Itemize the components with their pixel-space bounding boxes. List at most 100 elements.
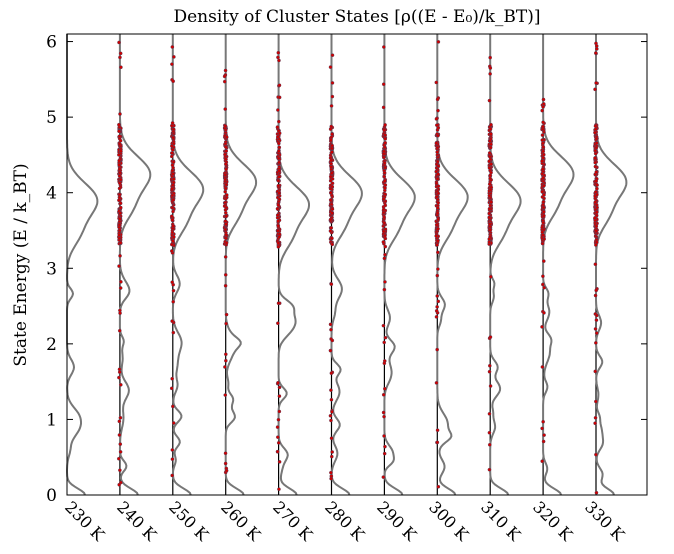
state-point (222, 74, 227, 79)
state-point (170, 193, 175, 198)
state-point (436, 267, 440, 271)
state-point (117, 328, 122, 333)
state-point (224, 232, 228, 237)
state-point (435, 97, 440, 102)
state-point (276, 435, 280, 439)
state-point (117, 134, 122, 139)
state-point (594, 210, 599, 215)
state-point (436, 172, 440, 176)
state-points-240k (117, 40, 123, 487)
state-point (117, 222, 122, 227)
state-point (328, 413, 333, 418)
state-point (117, 40, 121, 45)
state-point (594, 141, 599, 145)
state-point (383, 140, 388, 145)
state-point (593, 164, 598, 169)
state-point (223, 283, 228, 288)
state-point (487, 98, 492, 103)
state-point (382, 361, 387, 366)
state-point (224, 222, 228, 226)
state-point (118, 311, 122, 315)
x-label-270k: 270 K (269, 497, 317, 545)
state-point (595, 183, 599, 187)
state-point (276, 321, 280, 326)
state-point (541, 439, 546, 444)
state-point (117, 375, 121, 380)
state-point (487, 240, 492, 245)
state-point (594, 224, 599, 228)
state-point (381, 240, 386, 244)
chart-title: Density of Cluster States [ρ((E - E₀)/k_… (173, 7, 540, 27)
state-point (330, 338, 335, 343)
state-point (381, 207, 386, 212)
state-point (487, 215, 491, 220)
state-point (488, 384, 493, 388)
state-point (171, 160, 176, 164)
state-point (277, 409, 282, 414)
state-point (330, 81, 335, 85)
state-point (276, 301, 281, 306)
state-point (594, 313, 599, 318)
state-point (540, 426, 544, 431)
state-point (224, 241, 229, 245)
state-point (330, 94, 335, 99)
state-point (277, 145, 282, 150)
state-point (436, 184, 441, 188)
state-point (118, 170, 122, 175)
state-point (434, 80, 439, 85)
state-points-270k (275, 50, 282, 491)
state-point (541, 282, 545, 287)
state-point (118, 286, 123, 290)
state-point (329, 470, 333, 475)
state-point (487, 237, 492, 241)
state-point (435, 159, 440, 164)
state-point (487, 206, 492, 211)
state-point (489, 122, 493, 127)
state-point (382, 434, 386, 438)
state-point (277, 175, 281, 179)
state-point (277, 83, 282, 88)
state-point (275, 425, 280, 429)
state-point (594, 288, 598, 293)
state-point (381, 392, 386, 397)
state-point (487, 412, 492, 416)
state-point (436, 226, 440, 231)
state-point (277, 487, 281, 491)
state-point (383, 335, 388, 340)
state-point (434, 117, 439, 121)
state-point (276, 228, 280, 233)
state-point (222, 79, 227, 84)
y-axis-label: State Energy (E / k_BT) (11, 163, 31, 366)
state-point (541, 149, 546, 154)
state-point (117, 142, 122, 146)
state-point (542, 259, 546, 263)
state-point (118, 138, 123, 143)
state-point (118, 55, 122, 60)
state-point (224, 157, 228, 162)
state-point (595, 186, 599, 191)
state-point (594, 229, 599, 233)
state-point (277, 119, 281, 124)
state-point (117, 236, 122, 241)
state-point (542, 193, 546, 197)
density-curve-290k (383, 34, 416, 496)
y-tick-label: 0 (46, 486, 57, 506)
state-point (436, 108, 440, 113)
state-point (487, 166, 492, 170)
density-curve-240k (118, 34, 152, 496)
state-point (593, 200, 598, 205)
x-label-330k: 330 K (581, 497, 629, 545)
state-point (595, 192, 599, 197)
state-point (330, 410, 334, 414)
state-point (276, 417, 281, 422)
state-point (329, 371, 334, 376)
state-point (277, 460, 282, 464)
state-point (329, 476, 333, 481)
state-point (117, 233, 121, 237)
state-point (383, 186, 387, 190)
state-point (541, 200, 546, 204)
state-point (541, 120, 545, 125)
state-point (383, 244, 388, 249)
state-point (436, 40, 441, 44)
state-point (329, 165, 333, 169)
